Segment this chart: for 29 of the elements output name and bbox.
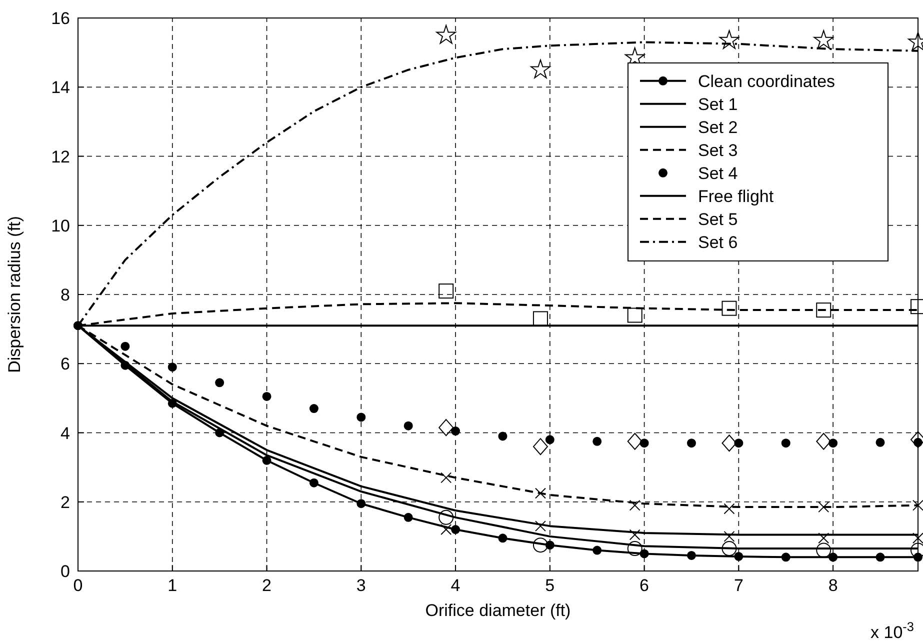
x-axis-title: Orifice diameter (ft) [425,601,571,620]
y-tick-label: 8 [60,286,70,304]
x-tick-label: 4 [450,576,460,595]
y-tick-label: 12 [51,147,70,166]
legend-label: Clean coordinates [698,72,836,91]
x-tick-label: 8 [828,576,838,595]
x-tick-label: 1 [168,576,178,595]
x-tick-label: 2 [262,576,272,595]
legend-label: Set 2 [698,118,738,137]
y-tick-label: 0 [60,562,70,581]
legend-label: Free flight [698,186,774,206]
x-tick-label: 5 [545,576,555,595]
x-tick-label: 3 [356,576,366,595]
legend-label: Set 1 [698,94,738,114]
x-tick-label: 0 [73,576,83,595]
y-tick-label: 16 [51,9,70,28]
y-tick-label: 6 [60,354,70,374]
y-axis-title: Dispersion radius (ft) [5,216,24,373]
y-tick-label: 4 [60,424,70,443]
x-tick-label: 6 [640,576,650,595]
legend-label: Set 3 [698,140,738,160]
y-tick-label: 14 [51,78,70,98]
legend-label: Set 5 [698,210,738,229]
legend-label: Set 4 [698,164,738,183]
y-tick-label: 2 [60,492,70,512]
legend-label: Set 6 [698,232,738,252]
x-tick-label: 7 [734,576,744,595]
text: x 10$^{-3}$ [870,618,914,642]
y-tick-label: 10 [51,216,70,236]
